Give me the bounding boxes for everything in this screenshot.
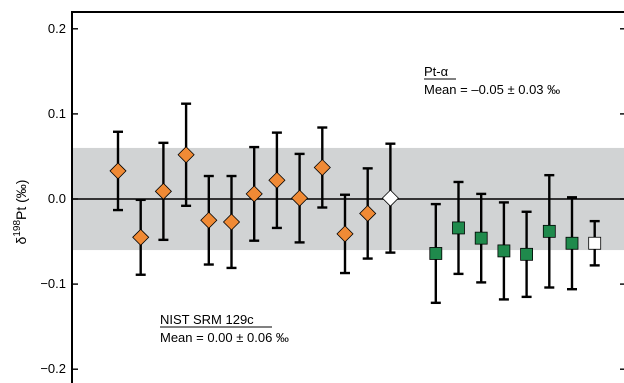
diamond-marker — [154, 182, 172, 200]
data-point — [291, 152, 309, 244]
data-point — [588, 219, 602, 267]
y-axis-label: δ198Pt (‰) — [12, 180, 29, 245]
annotation-pt-alpha-title: Pt-α — [424, 64, 449, 79]
y-tick-label: 0.2 — [48, 21, 66, 36]
diamond-marker — [359, 204, 377, 223]
data-point — [313, 126, 331, 209]
square-marker — [497, 244, 511, 258]
y-tick-label: 0.0 — [48, 191, 66, 206]
square-marker — [542, 224, 556, 238]
y-axis-label-delta: δ — [13, 236, 29, 244]
y-tick-label: 0.1 — [48, 106, 66, 121]
data-point — [109, 130, 127, 212]
annotation-nist-title: NIST SRM 129c — [160, 312, 254, 327]
square-marker — [452, 221, 465, 235]
y-tick-label: −0.1 — [40, 276, 66, 291]
data-point — [154, 141, 172, 242]
data-point — [381, 142, 399, 254]
diamond-marker — [313, 158, 331, 177]
y-axis-label-element: Pt (‰) — [13, 180, 29, 220]
data-point — [200, 174, 218, 266]
data-point — [565, 196, 579, 291]
data-point — [222, 174, 241, 270]
diamond-marker — [132, 228, 150, 246]
data-point — [452, 180, 465, 276]
data-point — [497, 201, 511, 301]
data-point — [245, 145, 263, 242]
diamond-marker — [200, 211, 218, 229]
diamond-marker — [177, 146, 195, 164]
diamond-marker — [109, 162, 127, 180]
data-point — [520, 210, 533, 299]
diamond-marker — [381, 189, 399, 207]
annotation-pt-alpha-mean: Mean = –0.05 ± 0.03 ‰ — [424, 82, 560, 97]
annotation-pt-alpha: Pt-α Mean = –0.05 ± 0.03 ‰ — [424, 64, 560, 97]
square-marker — [588, 236, 602, 250]
annotation-nist: NIST SRM 129c Mean = 0.00 ± 0.06 ‰ — [160, 312, 289, 345]
data-point — [132, 198, 150, 276]
y-tick-label: −0.2 — [40, 361, 66, 376]
square-marker — [429, 247, 443, 260]
data-point — [429, 202, 443, 305]
y-axis-label-mass: 198 — [12, 220, 23, 237]
square-marker — [474, 231, 488, 245]
diamond-marker — [291, 189, 309, 207]
data-point — [474, 192, 488, 284]
diamond-marker — [222, 213, 241, 231]
data-point — [177, 102, 195, 208]
data-point — [268, 131, 286, 230]
diamond-marker — [336, 225, 354, 243]
data-point — [542, 173, 556, 289]
diamond-marker — [268, 171, 286, 189]
data-point — [336, 193, 354, 275]
diamond-marker — [245, 185, 263, 203]
data-point — [359, 167, 377, 260]
square-marker — [520, 247, 533, 261]
annotation-nist-mean: Mean = 0.00 ± 0.06 ‰ — [160, 330, 289, 345]
square-marker — [565, 236, 579, 250]
